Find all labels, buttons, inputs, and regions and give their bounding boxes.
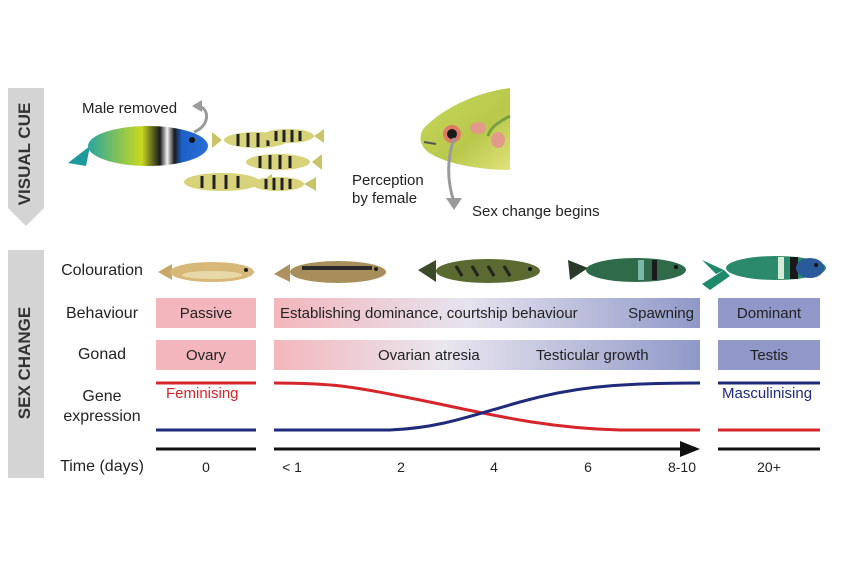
- row-label-behaviour: Behaviour: [65, 305, 139, 322]
- gonad-box-ovary: Ovary: [156, 340, 256, 370]
- behaviour-passive-text: Passive: [179, 304, 233, 322]
- perception-arrow: [446, 137, 462, 210]
- time-tick-2: 2: [397, 459, 405, 475]
- colouration-fish-0: [158, 262, 254, 282]
- perception-label-line2: by female: [352, 190, 418, 207]
- behaviour-box-transition: Establishing dominance, courtship behavi…: [274, 298, 700, 328]
- female-head-illustration: [420, 88, 511, 170]
- gonad-ovary-text: Ovary: [185, 346, 226, 364]
- sex-change-banner: [8, 250, 44, 478]
- time-tick-5: 8-10: [667, 459, 697, 475]
- male-removed-label: Male removed: [82, 100, 178, 117]
- time-tick-6: 20+: [757, 459, 781, 475]
- feminising-curve: [273, 381, 700, 432]
- behaviour-dominant-text: Dominant: [736, 304, 802, 322]
- time-tick-3: 4: [490, 459, 498, 475]
- time-tick-1: < 1: [282, 459, 302, 475]
- gonad-atresia-text: Ovarian atresia: [378, 346, 480, 364]
- behaviour-box-dominant: Dominant: [718, 298, 820, 328]
- sex-change-begins-label: Sex change begins: [472, 203, 600, 220]
- masculinising-curve: [274, 381, 701, 432]
- row-label-colouration: Colouration: [61, 262, 143, 279]
- colouration-fish-3: [568, 258, 686, 282]
- time-tick-0: 0: [202, 459, 210, 475]
- time-tick-4: 6: [584, 459, 592, 475]
- row-label-gene-line2: expression: [63, 408, 141, 425]
- gonad-box-testis: Testis: [718, 340, 820, 370]
- row-label-gene-line1: Gene: [82, 388, 122, 405]
- removed-arrow: [192, 100, 208, 134]
- perception-label-line1: Perception: [352, 172, 424, 189]
- male-fish-illustration: [68, 126, 208, 166]
- gonad-testicular-text: Testicular growth: [536, 346, 649, 364]
- time-axis-arrowhead: [680, 441, 700, 457]
- female-fish-group: [184, 129, 324, 191]
- visual-cue-banner: [8, 88, 44, 208]
- row-label-time: Time (days): [60, 458, 144, 475]
- colouration-fish-4: [702, 256, 826, 290]
- visual-cue-banner-arrow: [8, 208, 44, 226]
- gonad-box-transition: Ovarian atresia Testicular growth: [274, 340, 700, 370]
- masculinising-label: Masculinising: [722, 385, 813, 402]
- behaviour-spawning-text: Spawning: [628, 304, 694, 322]
- colouration-fish-2: [418, 259, 540, 283]
- row-label-gonad: Gonad: [77, 346, 127, 363]
- behaviour-establishing-text: Establishing dominance, courtship behavi…: [280, 304, 578, 322]
- behaviour-box-passive: Passive: [156, 298, 256, 328]
- feminising-label: Feminising: [166, 385, 239, 402]
- colouration-fish-1: [274, 261, 386, 283]
- gonad-testis-text: Testis: [749, 346, 789, 364]
